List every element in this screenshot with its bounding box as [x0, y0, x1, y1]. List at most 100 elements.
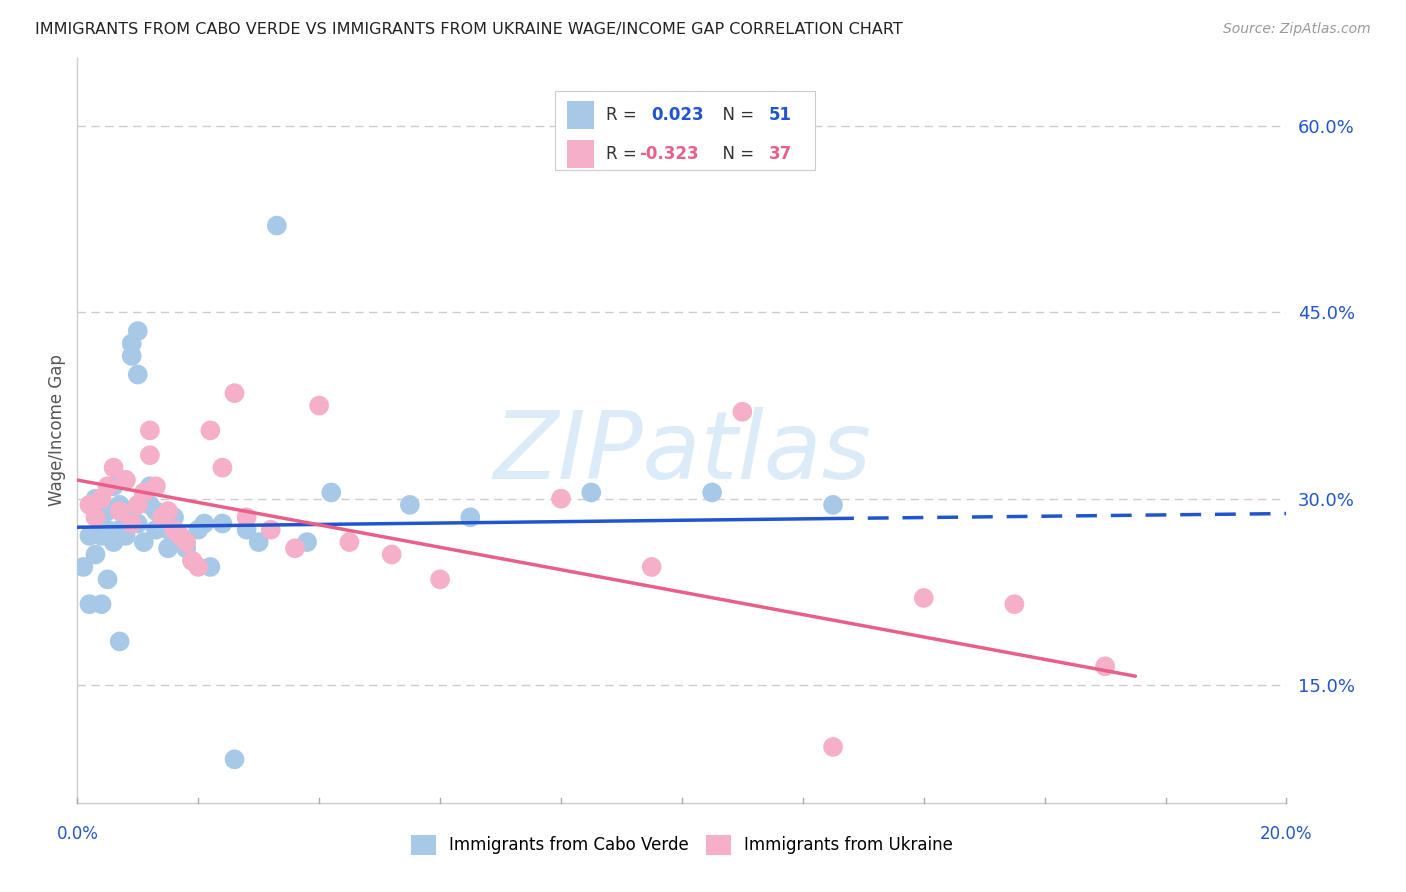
Point	[127, 516, 149, 531]
Point	[114, 529, 136, 543]
Text: 51: 51	[769, 106, 792, 124]
Point	[121, 516, 143, 531]
Point	[139, 498, 162, 512]
Point	[702, 485, 724, 500]
Point	[169, 529, 191, 543]
Point	[1094, 659, 1116, 673]
Point	[145, 523, 167, 537]
Point	[96, 523, 118, 537]
Point	[821, 498, 844, 512]
Point	[79, 597, 101, 611]
Point	[458, 510, 481, 524]
Text: ZIPatlas: ZIPatlas	[494, 408, 870, 499]
Point	[550, 491, 572, 506]
Point	[235, 510, 257, 524]
Point	[79, 529, 101, 543]
Point	[127, 368, 149, 382]
Point	[200, 560, 222, 574]
Point	[103, 479, 125, 493]
Point	[912, 591, 935, 605]
Text: 0.023: 0.023	[652, 106, 704, 124]
Point	[295, 535, 318, 549]
Y-axis label: Wage/Income Gap: Wage/Income Gap	[48, 354, 66, 507]
Point	[200, 424, 222, 438]
Point	[174, 535, 197, 549]
Point	[72, 560, 94, 574]
Point	[96, 573, 118, 587]
Point	[181, 554, 204, 568]
Point	[96, 479, 118, 493]
FancyBboxPatch shape	[567, 140, 593, 169]
Text: Source: ZipAtlas.com: Source: ZipAtlas.com	[1223, 22, 1371, 37]
Point	[132, 485, 155, 500]
Point	[121, 349, 143, 363]
Point	[121, 336, 143, 351]
Point	[114, 473, 136, 487]
Point	[103, 460, 125, 475]
Point	[211, 460, 233, 475]
Point	[114, 504, 136, 518]
Text: IMMIGRANTS FROM CABO VERDE VS IMMIGRANTS FROM UKRAINE WAGE/INCOME GAP CORRELATIO: IMMIGRANTS FROM CABO VERDE VS IMMIGRANTS…	[35, 22, 903, 37]
Point	[150, 510, 173, 524]
Point	[132, 491, 155, 506]
Point	[114, 473, 136, 487]
Text: 37: 37	[769, 145, 792, 163]
Point	[581, 485, 603, 500]
Point	[157, 541, 180, 556]
Point	[145, 504, 167, 518]
Point	[211, 516, 233, 531]
Point	[381, 548, 404, 562]
Point	[399, 498, 422, 512]
Point	[641, 560, 664, 574]
Point	[187, 523, 209, 537]
Point	[139, 479, 162, 493]
Point	[181, 554, 204, 568]
Point	[337, 535, 360, 549]
Legend: Immigrants from Cabo Verde, Immigrants from Ukraine: Immigrants from Cabo Verde, Immigrants f…	[405, 828, 959, 862]
Point	[150, 510, 173, 524]
Point	[84, 548, 107, 562]
Point	[108, 504, 131, 518]
FancyBboxPatch shape	[567, 101, 593, 129]
Point	[139, 424, 162, 438]
Text: R =: R =	[606, 106, 641, 124]
Point	[127, 324, 149, 338]
Point	[84, 491, 107, 506]
Point	[308, 399, 330, 413]
Point	[321, 485, 343, 500]
Point	[247, 535, 270, 549]
Text: 0.0%: 0.0%	[56, 825, 98, 843]
Point	[108, 498, 131, 512]
Point	[169, 529, 191, 543]
Point	[266, 219, 288, 233]
Point	[1004, 597, 1026, 611]
Text: 20.0%: 20.0%	[1260, 825, 1313, 843]
Point	[79, 498, 101, 512]
Point	[174, 541, 197, 556]
Point	[84, 510, 107, 524]
Point	[127, 498, 149, 512]
Point	[157, 523, 180, 537]
Point	[821, 739, 844, 754]
Point	[187, 560, 209, 574]
Point	[193, 516, 215, 531]
Point	[284, 541, 307, 556]
Point	[90, 529, 112, 543]
Point	[108, 634, 131, 648]
Point	[224, 386, 246, 401]
Point	[235, 523, 257, 537]
Point	[132, 535, 155, 549]
Point	[103, 535, 125, 549]
Point	[260, 523, 283, 537]
Text: -0.323: -0.323	[640, 145, 699, 163]
Point	[108, 523, 131, 537]
Point	[731, 405, 754, 419]
Point	[224, 752, 246, 766]
Point	[90, 597, 112, 611]
Point	[163, 523, 186, 537]
FancyBboxPatch shape	[555, 92, 815, 169]
Point	[163, 510, 186, 524]
Point	[90, 491, 112, 506]
Text: N =: N =	[713, 106, 759, 124]
Text: R =: R =	[606, 145, 641, 163]
